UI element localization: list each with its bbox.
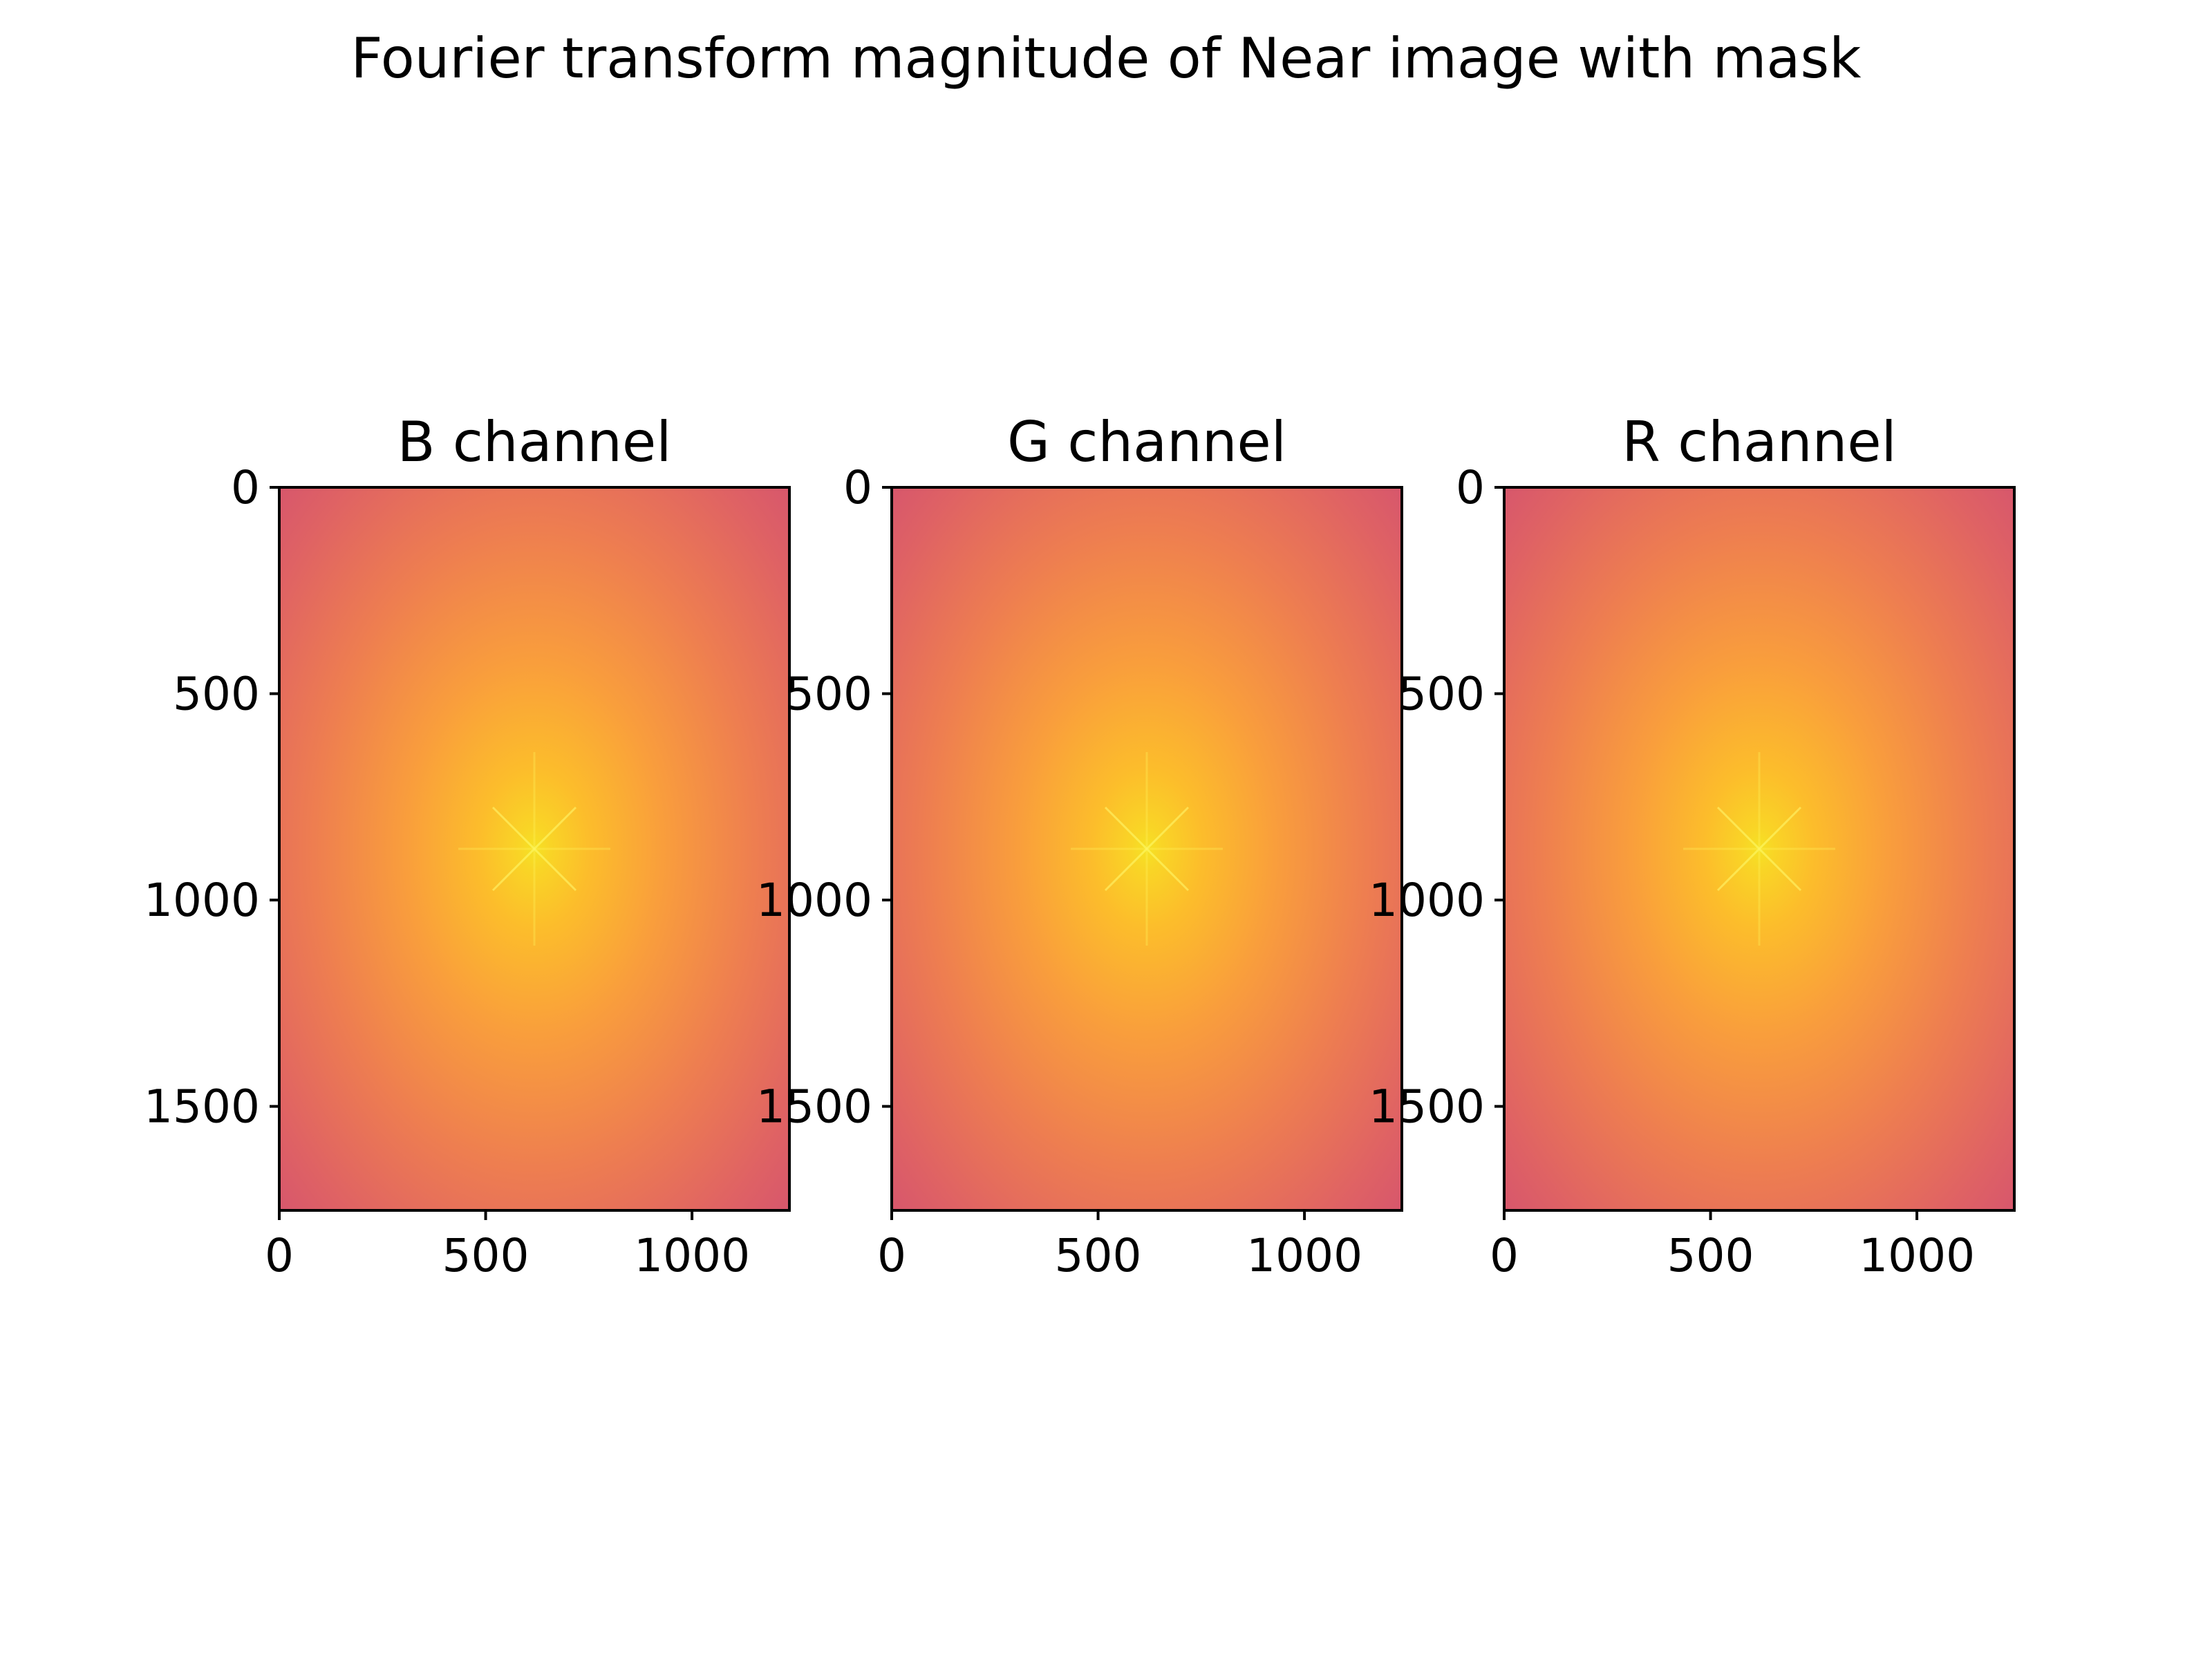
x-tick-label: 500 [1667, 1229, 1754, 1282]
center-cross [458, 752, 610, 946]
x-tick-label: 0 [1490, 1229, 1519, 1282]
y-tick-label: 1500 [144, 1080, 260, 1134]
axes-title: R channel [1622, 410, 1897, 474]
x-tick-label: 1000 [1246, 1229, 1362, 1282]
axes-frame [278, 486, 791, 1212]
panel-0: B channel 0 500 1000 0 500 1000 1500 [144, 410, 791, 1282]
y-tick-label: 1000 [756, 874, 872, 927]
x-tick-label: 1000 [634, 1229, 750, 1282]
axes-frame [890, 486, 1403, 1212]
y-tick-label: 1500 [756, 1080, 872, 1134]
center-cross [1683, 752, 1835, 946]
y-tick-label: 1000 [144, 874, 260, 927]
y-tick-label: 0 [1456, 461, 1485, 514]
x-tick-label: 500 [442, 1229, 529, 1282]
x-tick-label: 500 [1055, 1229, 1142, 1282]
panel-2: R channel 0 500 1000 0 500 1000 1500 [1369, 410, 2016, 1282]
y-tick-label: 0 [231, 461, 260, 514]
x-tick-label: 0 [877, 1229, 906, 1282]
x-tick-label: 0 [265, 1229, 294, 1282]
axes-frame [1503, 486, 2016, 1212]
y-tick-label: 500 [785, 668, 872, 721]
y-tick-label: 500 [173, 668, 260, 721]
y-tick-label: 1500 [1369, 1080, 1485, 1134]
y-tick-label: 0 [843, 461, 872, 514]
axes-title: B channel [397, 410, 672, 474]
y-tick-label: 500 [1398, 668, 1485, 721]
figure-title: Fourier transform magnitude of Near imag… [351, 26, 1862, 91]
x-tick-label: 1000 [1859, 1229, 1975, 1282]
center-cross [1071, 752, 1223, 946]
axes-title: G channel [1007, 410, 1286, 474]
y-tick-label: 1000 [1369, 874, 1485, 927]
panel-1: G channel 0 500 1000 0 500 1000 1500 [756, 410, 1403, 1282]
